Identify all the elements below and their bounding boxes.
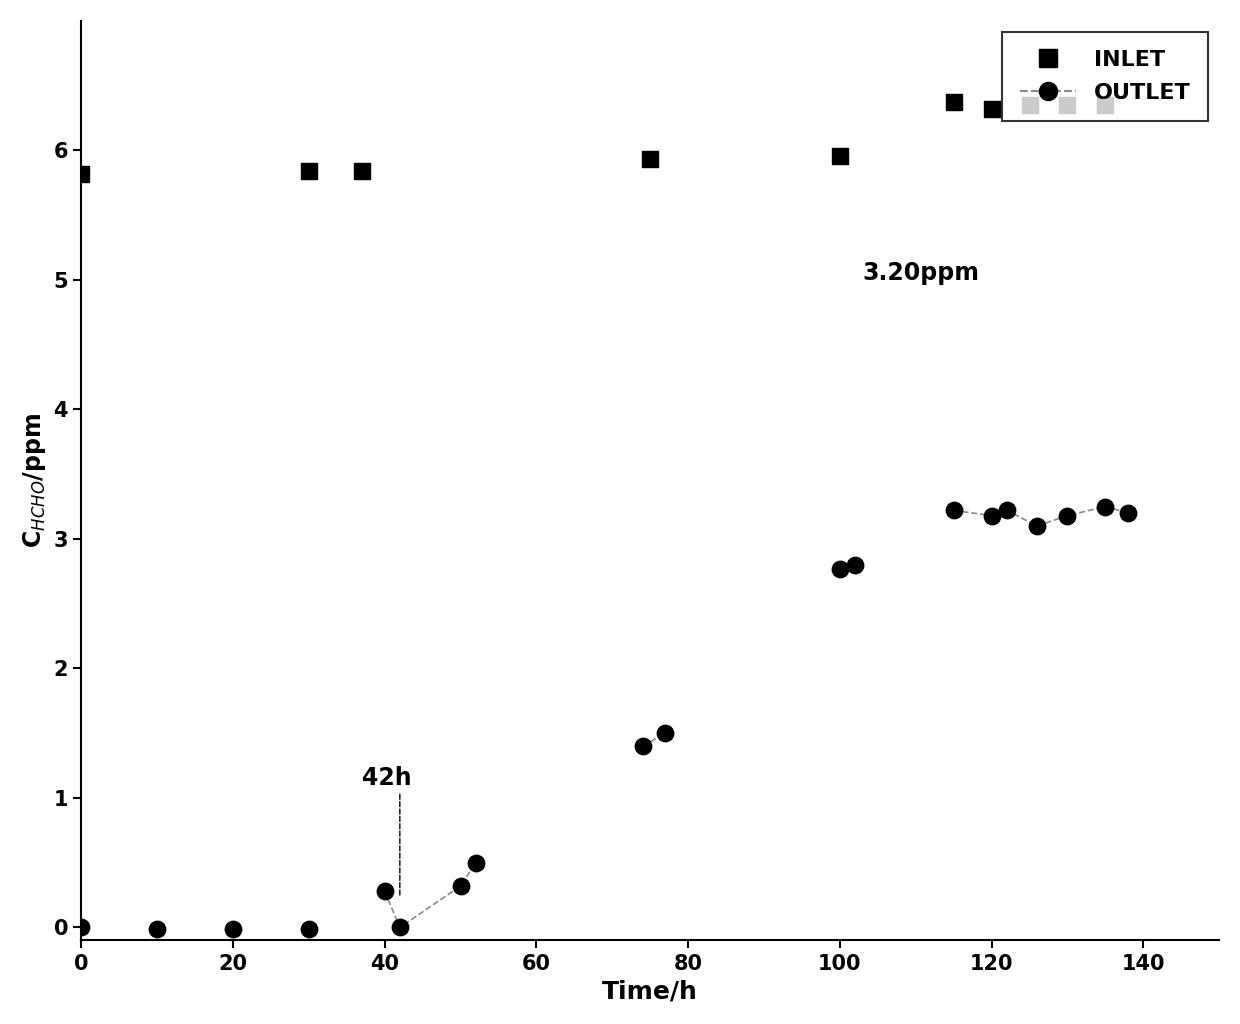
- Point: [1027, 518, 1047, 535]
- Point: [830, 560, 849, 577]
- Y-axis label: C$_{HCHO}$/ppm: C$_{HCHO}$/ppm: [21, 413, 48, 548]
- Point: [982, 100, 1002, 117]
- Point: [1019, 97, 1039, 114]
- Point: [466, 854, 486, 870]
- Point: [982, 508, 1002, 524]
- Point: [944, 502, 963, 518]
- Point: [71, 920, 91, 936]
- Point: [1058, 508, 1078, 524]
- Point: [223, 921, 243, 937]
- Point: [632, 738, 652, 755]
- Text: 3.20ppm: 3.20ppm: [863, 261, 980, 285]
- Point: [450, 878, 470, 894]
- Point: [299, 921, 319, 937]
- Point: [640, 152, 660, 168]
- Point: [1095, 97, 1115, 114]
- Legend: INLET, OUTLET: INLET, OUTLET: [1002, 32, 1208, 121]
- Point: [1118, 505, 1138, 521]
- Point: [299, 163, 319, 179]
- Point: [830, 147, 849, 164]
- Point: [1095, 499, 1115, 515]
- X-axis label: Time/h: Time/h: [603, 979, 698, 1004]
- Point: [389, 920, 409, 936]
- Point: [997, 502, 1017, 518]
- Point: [944, 94, 963, 111]
- Point: [374, 883, 394, 899]
- Point: [71, 166, 91, 182]
- Text: 42h: 42h: [362, 766, 412, 790]
- Point: [352, 163, 372, 179]
- Point: [656, 725, 676, 741]
- Point: [1058, 97, 1078, 114]
- Point: [846, 557, 866, 573]
- Point: [148, 921, 167, 937]
